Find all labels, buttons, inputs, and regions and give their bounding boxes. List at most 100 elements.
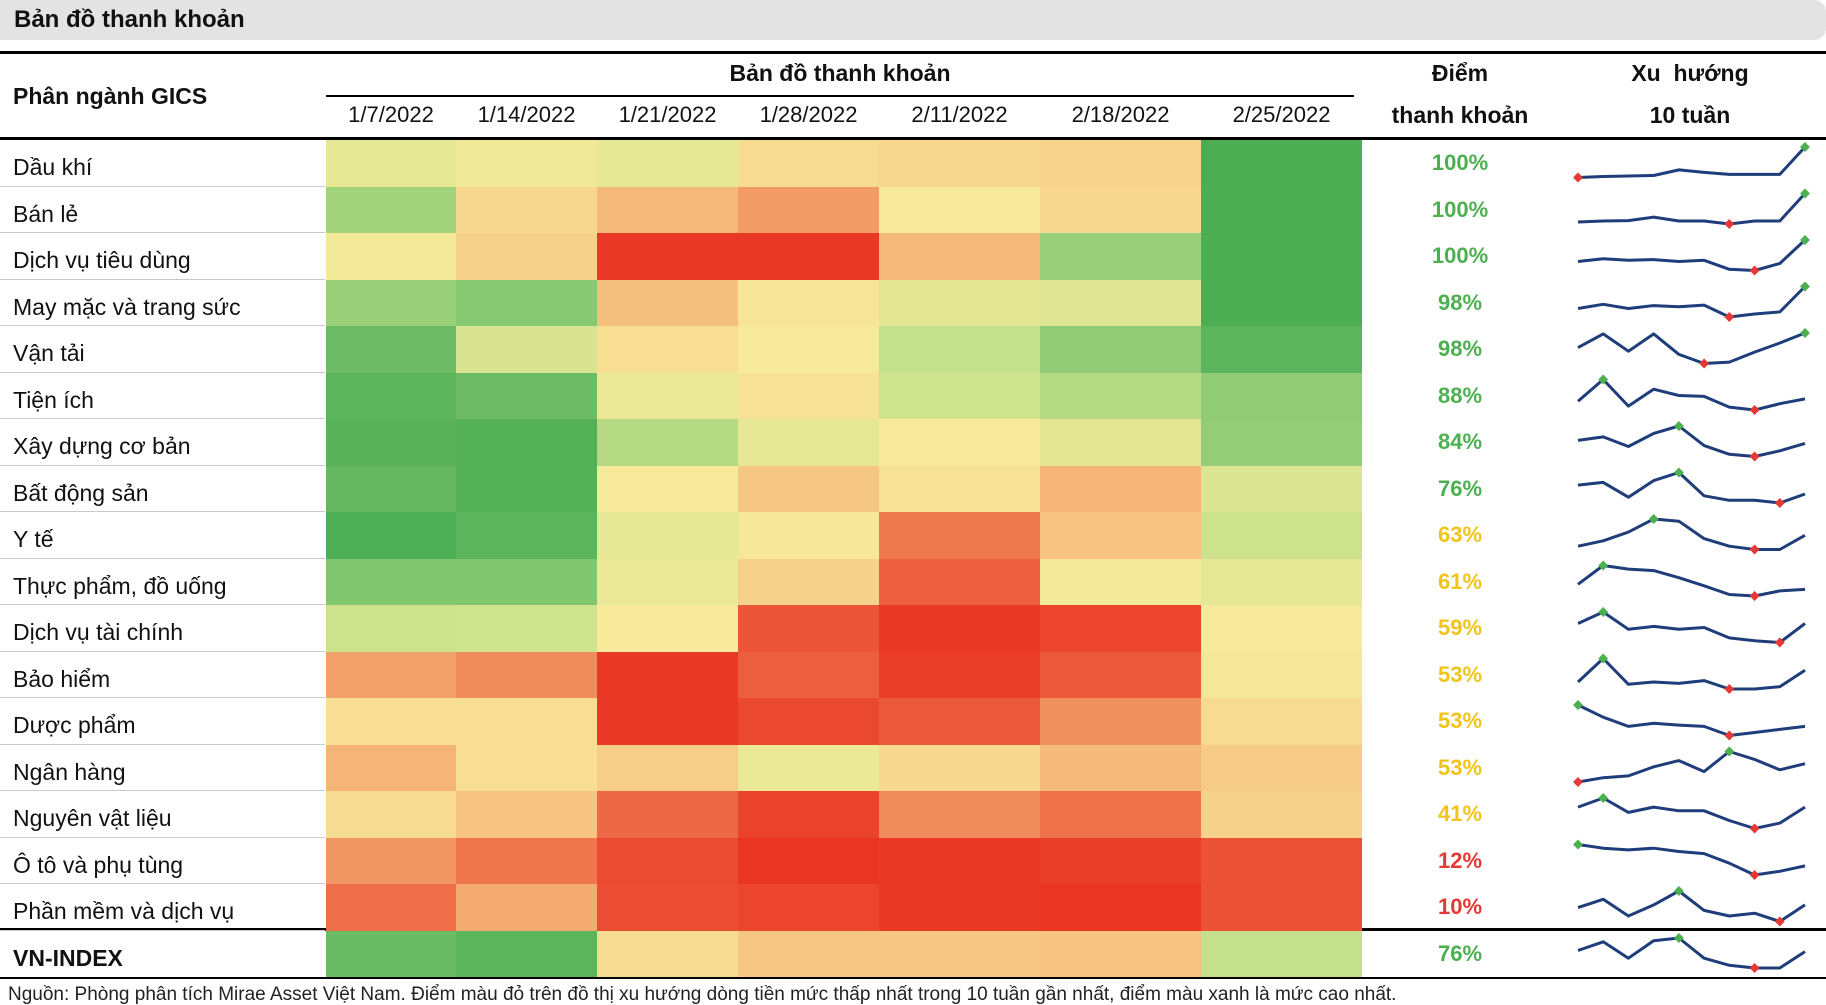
trend-max-marker [1800, 235, 1810, 245]
header-bottom-rule [0, 137, 1826, 140]
heatmap-cell [597, 512, 738, 559]
heatmap-cell [1201, 419, 1362, 466]
heatmap-cell [1201, 465, 1362, 512]
trend-line [1577, 192, 1807, 226]
heatmap-cell [456, 931, 597, 977]
heatmap-cell [597, 326, 738, 373]
heatmap-cell [326, 791, 456, 838]
row-separator [0, 790, 325, 791]
trend-max-marker [1724, 746, 1735, 757]
heatmap-cell [738, 837, 879, 884]
heatmap-cell [456, 233, 597, 280]
row-separator [0, 278, 325, 280]
heatmap-cell [326, 605, 456, 652]
trend-line [1576, 657, 1806, 691]
heatmap-cell [1040, 512, 1201, 559]
sector-label: Tiện ích [13, 386, 94, 413]
heatmap-cell [456, 651, 597, 698]
heatmap-cell [597, 233, 738, 280]
row-separator [0, 604, 325, 605]
trend-min-marker [1724, 219, 1735, 229]
heatmap-cell [1201, 512, 1362, 559]
heatmap-cell [738, 140, 879, 187]
heatmap-cell [1201, 651, 1362, 698]
bottom-rule [0, 977, 1826, 979]
trend-min-marker [1573, 172, 1583, 183]
trend-min-marker [1749, 591, 1760, 601]
heatmap-cell [1040, 931, 1201, 977]
heatmap-cell [456, 186, 597, 233]
sector-label: Nguyên vật liệu [13, 805, 172, 831]
heatmap-cell [326, 837, 456, 884]
row-separator [0, 511, 325, 512]
heatmap-cell [1201, 791, 1362, 838]
sector-label: Dược phẩm [13, 712, 136, 738]
heatmap-cell [326, 140, 456, 187]
heatmap-cell [1201, 326, 1362, 373]
trend-header-line1: Xu hướng [1631, 60, 1749, 86]
heatmap-cell [879, 279, 1040, 326]
heatmap-cell [879, 140, 1040, 187]
heatmap-cell [326, 744, 456, 791]
heatmap-cell [456, 465, 597, 512]
heatmap-cell [879, 605, 1040, 652]
heatmap-cell [326, 186, 456, 233]
row-separator [0, 325, 325, 326]
trend-min-marker [1749, 265, 1760, 276]
heatmap-cell [326, 419, 456, 466]
heatmap-cell [1201, 744, 1362, 791]
heatmap-cell [1040, 791, 1201, 838]
trend-min-marker [1749, 963, 1760, 973]
heatmap-cell [1040, 558, 1201, 605]
source-note: Nguồn: Phòng phân tích Mirae Asset Việt … [8, 984, 1397, 1005]
heatmap-cell [879, 372, 1040, 419]
liquidity-score: 41% [1437, 801, 1483, 826]
heatmap-cell [597, 419, 738, 466]
heatmap-cell [456, 744, 597, 791]
trend-min-marker [1573, 777, 1583, 787]
sector-header: Phân ngành GICS [13, 83, 208, 109]
heatmap-cell [1201, 884, 1362, 931]
top-rule [0, 51, 1826, 54]
heatmap-cell [738, 372, 879, 419]
trend-line [1577, 750, 1806, 784]
row-separator [0, 464, 325, 466]
heatmap-cell [1040, 372, 1201, 419]
heatmap-cell [1201, 605, 1362, 652]
heatmap-cell [456, 558, 597, 605]
liquidity-score: 76% [1437, 475, 1483, 501]
heatmap-cell [738, 791, 879, 838]
heatmap-cell [326, 465, 456, 512]
heatmap-cell [597, 465, 738, 512]
trend-min-marker [1699, 358, 1710, 369]
heatmap-cell [597, 698, 738, 745]
heatmap-cell [456, 279, 597, 326]
trend-max-marker [1673, 933, 1684, 943]
row-separator [0, 743, 325, 745]
heatmap-cell [1040, 744, 1201, 791]
liquidity-score: 98% [1437, 336, 1483, 361]
heatmap-cell [597, 372, 738, 419]
heatmap-cell [1040, 279, 1201, 326]
heatmap-cell [1201, 698, 1362, 745]
heatmap-cell [597, 186, 738, 233]
heatmap-cell [879, 465, 1040, 512]
trend-min-marker [1774, 498, 1785, 508]
heatmap-cell [326, 512, 456, 559]
trend-max-marker [1598, 793, 1609, 803]
trend-line [1577, 378, 1806, 412]
trend-line [1577, 936, 1806, 970]
trend-line [1577, 796, 1806, 830]
date-header: 1/14/2022 [477, 102, 576, 127]
trend-min-marker [1749, 451, 1760, 462]
heatmap-cell [456, 512, 597, 559]
trend-line [1577, 703, 1806, 737]
heatmap-cell [879, 233, 1040, 280]
sector-label: Dịch vụ tiêu dùng [13, 247, 191, 273]
liquidity-score: 98% [1437, 289, 1483, 315]
trend-max-marker [1598, 653, 1609, 664]
trend-max-marker [1573, 839, 1583, 850]
date-header: 1/28/2022 [759, 102, 858, 127]
heatmap-cell [1040, 837, 1201, 884]
